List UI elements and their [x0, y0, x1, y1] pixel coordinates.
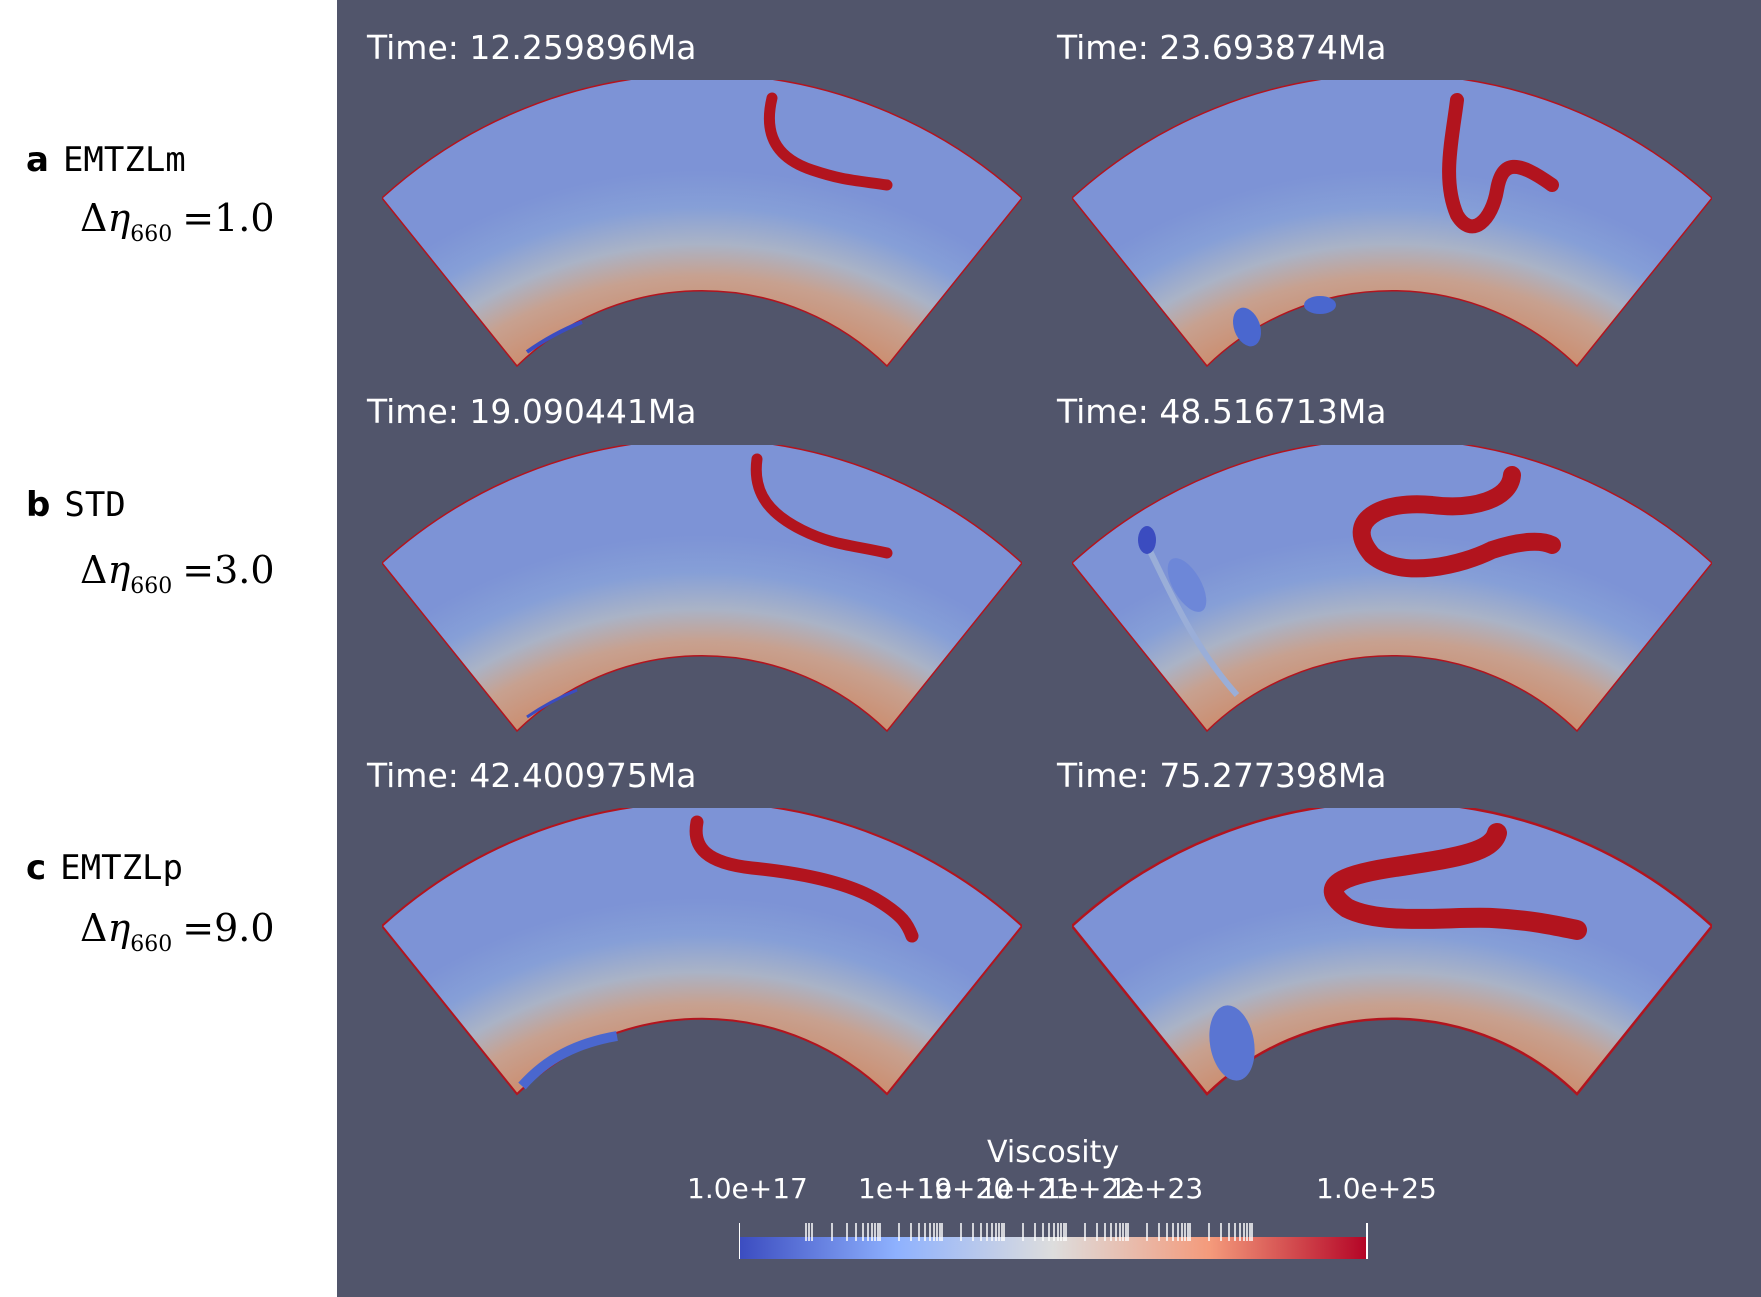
case-name: STD: [64, 485, 126, 525]
formula-eta: η: [107, 196, 131, 240]
colorbar-tick-label: 1e+20: [917, 1172, 1012, 1205]
case-a-label: a EMTZLm: [26, 140, 186, 180]
colorbar-tick-label: 1e+22: [1043, 1172, 1138, 1205]
formula-subscript: 660: [130, 574, 173, 599]
colorbar-title: Viscosity: [987, 1135, 1120, 1170]
case-letter: a: [26, 140, 49, 180]
colorbar-tick-label: 1e+19: [858, 1172, 953, 1205]
model-panel-b-early: [382, 445, 1022, 733]
case-letter: c: [26, 848, 47, 888]
formula-delta: Δ: [80, 906, 108, 950]
formula-value: =9.0: [182, 906, 275, 950]
case-b-formula: Δη660 =3.0: [80, 548, 275, 599]
case-b-label: b STD: [26, 485, 126, 525]
formula-value: =1.0: [182, 196, 275, 240]
time-label: Time: 48.516713Ma: [1057, 392, 1387, 431]
model-panel-c-late: [1072, 808, 1712, 1096]
render-view: Time: 12.259896Ma Time: 23.693874Ma Time…: [337, 0, 1761, 1297]
formula-delta: Δ: [80, 196, 108, 240]
colorbar-tick-label: 1e+23: [1109, 1172, 1204, 1205]
formula-delta: Δ: [80, 548, 108, 592]
time-label: Time: 42.400975Ma: [367, 756, 697, 795]
formula-subscript: 660: [130, 932, 173, 957]
colorbar: [739, 1223, 1368, 1259]
formula-eta: η: [107, 548, 131, 592]
case-letter: b: [26, 485, 51, 525]
formula-subscript: 660: [130, 222, 173, 247]
case-labels-panel: a EMTZLm Δη660 =1.0 b STD Δη660 =3.0 c EMTZLp…: [0, 0, 337, 1297]
case-name: EMTZLp: [60, 848, 183, 888]
time-label: Time: 23.693874Ma: [1057, 28, 1387, 67]
model-panel-b-late: [1072, 445, 1712, 733]
model-panel-c-early: [382, 808, 1022, 1096]
formula-value: =3.0: [182, 548, 275, 592]
case-name: EMTZLm: [62, 140, 186, 180]
model-panel-a-late: [1072, 80, 1712, 368]
case-c-label: c EMTZLp: [26, 848, 183, 888]
time-label: Time: 19.090441Ma: [367, 392, 697, 431]
colorbar-tick-label: 1e+21: [979, 1172, 1074, 1205]
model-panel-a-early: [382, 80, 1022, 368]
colorbar-tick-label: 1.0e+25: [1316, 1172, 1437, 1205]
time-label: Time: 12.259896Ma: [367, 28, 697, 67]
time-label: Time: 75.277398Ma: [1057, 756, 1387, 795]
colorbar-tick-label: 1.0e+17: [687, 1172, 808, 1205]
case-c-formula: Δη660 =9.0: [80, 906, 275, 957]
formula-eta: η: [107, 906, 131, 950]
case-a-formula: Δη660 =1.0: [80, 196, 275, 247]
